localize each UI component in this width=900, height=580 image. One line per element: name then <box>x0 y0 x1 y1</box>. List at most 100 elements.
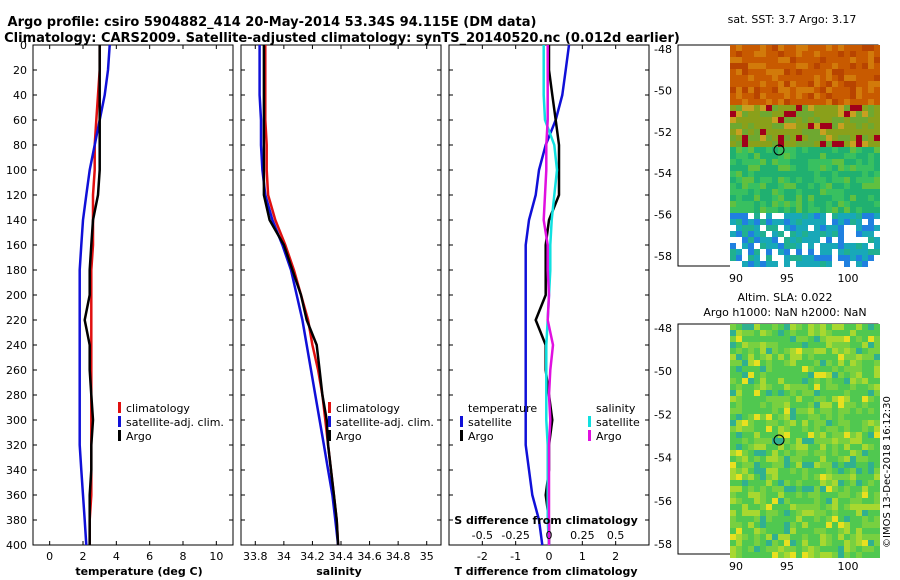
sst-pixel <box>814 243 820 249</box>
sst-pixel <box>748 141 754 147</box>
sla-pixel <box>868 336 874 342</box>
sst-pixel <box>844 75 850 81</box>
sst-pixel <box>862 111 868 117</box>
sst-pixel <box>808 111 814 117</box>
sla-pixel <box>790 402 796 408</box>
sst-pixel <box>736 45 742 51</box>
sla-pixel <box>742 492 748 498</box>
sla-pixel <box>778 366 784 372</box>
sla-pixel <box>796 348 802 354</box>
sla-pixel <box>820 366 826 372</box>
sst-pixel <box>754 81 760 87</box>
sst-pixel <box>772 87 778 93</box>
sst-pixel <box>754 141 760 147</box>
sst-pixel <box>730 111 736 117</box>
sst-pixel <box>748 69 754 75</box>
sst-pixel <box>754 177 760 183</box>
sla-pixel <box>874 426 880 432</box>
sst-pixel <box>760 45 766 51</box>
sla-pixel <box>838 432 844 438</box>
sla-pixel <box>766 354 772 360</box>
sla-pixel <box>736 372 742 378</box>
sla-pixel <box>796 426 802 432</box>
sla-pixel <box>736 336 742 342</box>
sst-pixel <box>778 165 784 171</box>
sst-pixel <box>796 141 802 147</box>
sla-pixel <box>832 432 838 438</box>
sla-pixel <box>832 438 838 444</box>
sla-pixel <box>748 390 754 396</box>
sla-pixel <box>790 474 796 480</box>
sla-pixel <box>808 420 814 426</box>
sla-pixel <box>796 336 802 342</box>
sla-pixel <box>754 528 760 534</box>
sst-pixel <box>754 219 760 225</box>
sst-pixel <box>850 231 856 237</box>
sla-pixel <box>862 336 868 342</box>
sla-pixel <box>766 366 772 372</box>
sla-pixel <box>742 366 748 372</box>
sst-pixel <box>862 225 868 231</box>
sla-pixel <box>730 366 736 372</box>
sst-pixel <box>820 195 826 201</box>
sst-pixel <box>832 135 838 141</box>
sla-pixel <box>838 528 844 534</box>
sst-pixel <box>826 159 832 165</box>
sla-pixel <box>868 456 874 462</box>
sla-pixel <box>736 390 742 396</box>
sst-pixel <box>874 159 880 165</box>
depth-tick-label: 160 <box>6 239 27 252</box>
sst-pixel <box>754 159 760 165</box>
sst-pixel <box>730 105 736 111</box>
depth-tick-label: 340 <box>6 464 27 477</box>
sla-pixel <box>730 360 736 366</box>
sla-pixel <box>772 510 778 516</box>
sla-pixel <box>856 426 862 432</box>
sst-pixel <box>874 219 880 225</box>
sst-pixel <box>772 51 778 57</box>
sst-pixel <box>844 237 850 243</box>
sst-pixel <box>856 147 862 153</box>
sla-pixel <box>790 546 796 552</box>
sst-pixel <box>874 249 880 255</box>
sst-pixel <box>844 249 850 255</box>
sst-pixel <box>784 195 790 201</box>
sst-pixel <box>772 81 778 87</box>
sst-pixel <box>772 45 778 51</box>
sst-pixel <box>844 219 850 225</box>
sst-pixel <box>808 99 814 105</box>
sla-pixel <box>784 462 790 468</box>
sst-pixel <box>838 159 844 165</box>
sst-pixel <box>748 153 754 159</box>
x-tick-label: 34.4 <box>329 550 354 563</box>
sla-pixel <box>868 468 874 474</box>
sst-pixel <box>760 87 766 93</box>
imos-credit: ©IMOS 13-Dec-2018 16:12:30 <box>882 396 893 548</box>
x-tick-label: 8 <box>180 550 187 563</box>
sla-pixel <box>790 438 796 444</box>
sst-pixel <box>772 177 778 183</box>
sst-pixel <box>808 123 814 129</box>
sst-pixel <box>796 63 802 69</box>
sla-pixel <box>802 438 808 444</box>
sst-pixel <box>856 231 862 237</box>
sla-pixel <box>766 408 772 414</box>
sla-pixel <box>868 396 874 402</box>
sla-pixel <box>796 462 802 468</box>
sla-pixel <box>808 372 814 378</box>
sla-pixel <box>748 534 754 540</box>
sla-pixel <box>772 468 778 474</box>
sst-pixel <box>778 99 784 105</box>
sla-pixel <box>850 456 856 462</box>
sst-pixel <box>862 189 868 195</box>
sst-pixel <box>802 237 808 243</box>
sst-pixel <box>820 177 826 183</box>
sla-pixel <box>784 474 790 480</box>
sla-pixel <box>862 510 868 516</box>
sst-pixel <box>736 201 742 207</box>
sst-pixel <box>826 57 832 63</box>
sst-pixel <box>742 87 748 93</box>
sst-pixel <box>820 261 826 267</box>
sla-pixel <box>772 426 778 432</box>
sst-pixel <box>844 81 850 87</box>
